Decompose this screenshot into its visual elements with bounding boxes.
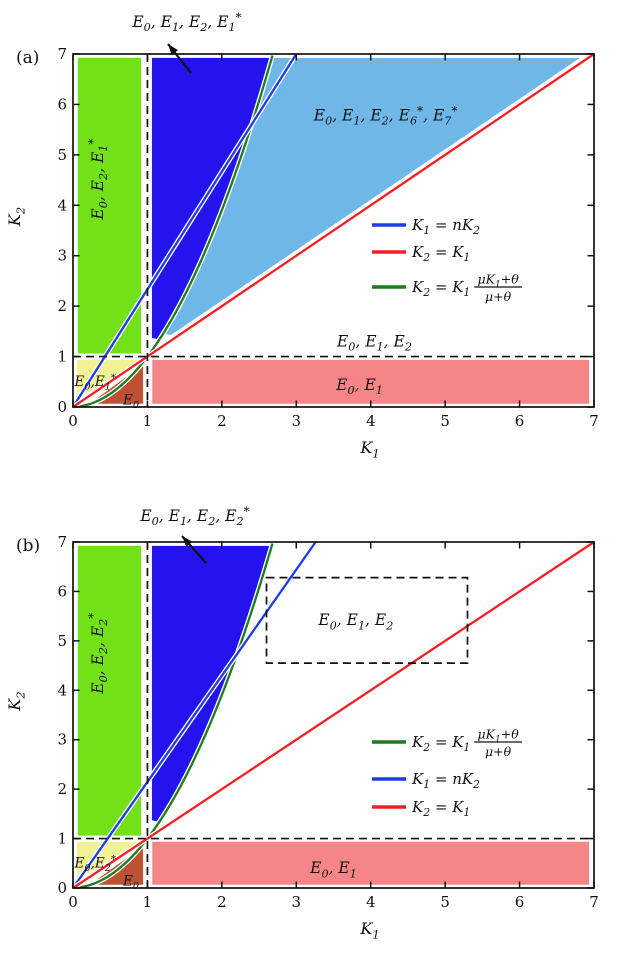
legend-frac-den-green: μ+θ — [485, 744, 512, 759]
region-upper-left-green — [74, 542, 145, 839]
y-tick-label: 5 — [57, 146, 67, 164]
region-unit-lower-brown — [83, 842, 147, 888]
x-tick-label: 1 — [143, 893, 153, 911]
legend-frac-num-green: μK1+θ — [478, 727, 520, 745]
x-tick-label: 3 — [292, 893, 302, 911]
x-axis-label: K1 — [359, 919, 379, 941]
panel-letter: (a) — [16, 48, 39, 68]
legend-label-green: K2 = K1 — [411, 733, 470, 754]
annotation-text: E0, E1, E2, E1* — [131, 10, 241, 34]
annotation-arrowhead — [182, 536, 193, 547]
panel-b-plot: E0, E1, E2 0 1 2 3 4 5 6 7 0 1 2 3 4 5 6 7 K1 K2 (b) E0, E2,… — [5, 504, 599, 941]
legend-frac-den-green: μ+θ — [485, 289, 512, 304]
y-tick-label: 4 — [57, 196, 67, 214]
x-tick-label: 2 — [217, 412, 227, 430]
x-tick-label: 2 — [217, 893, 227, 911]
x-tick-label: 0 — [68, 412, 78, 430]
y-tick-label: 0 — [57, 398, 67, 416]
legend-label-green: K2 = K1 — [411, 278, 470, 299]
region-label-free: E0, E1, E2 — [336, 332, 412, 353]
x-tick-label: 3 — [292, 412, 302, 430]
region-label-bottom-pink: E0, E1 — [335, 376, 383, 397]
region-unit-lower-brown — [83, 360, 147, 407]
region-label-upper-left-green: E0, E2, E2* — [86, 613, 110, 695]
plot-frame — [72, 541, 595, 889]
x-tick-label: 7 — [589, 893, 599, 911]
y-tick-label: 1 — [57, 830, 67, 848]
legend-label-blue: K1 = nK2 — [411, 216, 480, 237]
plot-frame — [72, 53, 595, 408]
x-tick-label: 7 — [589, 412, 599, 430]
panel-a: 0 1 2 3 4 5 6 7 0 1 2 3 4 5 6 7 K1 K2 (a) E0, E2, E1* E0, E1… — [5, 10, 599, 460]
region-label-unit-lower-brown: E0 — [122, 874, 139, 893]
region-label-upper-left-green: E0, E2, E1* — [86, 139, 110, 221]
panel-b: E0, E1, E2 0 1 2 3 4 5 6 7 0 1 2 3 4 5 6 7 K1 K2 (b) E0, E2,… — [0, 477, 630, 953]
x-tick-label: 0 — [68, 893, 78, 911]
dashed-box-label: E0, E1, E2 — [317, 611, 393, 632]
line-blue — [72, 53, 298, 408]
region-bottom-pink — [149, 838, 593, 888]
legend-label-red: K2 = K1 — [411, 243, 470, 264]
y-tick-label: 7 — [57, 45, 67, 63]
panel-letter: (b) — [16, 536, 40, 556]
y-tick-label: 0 — [57, 879, 67, 897]
legend-label-blue: K1 = nK2 — [411, 770, 480, 791]
legend-frac-num-green: μK1+θ — [478, 272, 520, 290]
y-axis-label: K2 — [5, 207, 27, 227]
x-tick-label: 5 — [440, 893, 450, 911]
x-tick-label: 6 — [515, 412, 525, 430]
annotation-text: E0, E1, E2, E2* — [139, 504, 249, 528]
y-tick-label: 6 — [57, 582, 67, 600]
x-tick-label: 1 — [143, 412, 153, 430]
x-tick-label: 6 — [515, 893, 525, 911]
y-tick-label: 6 — [57, 95, 67, 113]
y-tick-label: 5 — [57, 632, 67, 650]
region-label-unit-lower-brown: E0 — [122, 392, 139, 411]
region-bottom-pink — [149, 356, 593, 407]
y-axis-label: K2 — [5, 691, 27, 711]
region-upper-left-green — [74, 54, 145, 357]
y-tick-label: 1 — [57, 348, 67, 366]
panel-a-plot: 0 1 2 3 4 5 6 7 0 1 2 3 4 5 6 7 K1 K2 (a) E0, E2, E1* E0, E1… — [5, 10, 599, 460]
region-label-bottom-pink: E0, E1 — [309, 859, 357, 880]
legend-label-red: K2 = K1 — [411, 798, 470, 819]
y-tick-label: 7 — [57, 533, 67, 551]
line-red — [72, 53, 595, 408]
y-tick-label: 2 — [57, 780, 67, 798]
y-tick-label: 3 — [57, 247, 67, 265]
annotation-arrowhead — [168, 44, 178, 56]
line-red — [72, 541, 595, 889]
x-tick-label: 5 — [440, 412, 450, 430]
line-green — [72, 55, 274, 409]
y-tick-label: 4 — [57, 681, 67, 699]
x-tick-label: 4 — [366, 412, 376, 430]
y-tick-label: 3 — [57, 731, 67, 749]
region-blue-wedge — [148, 542, 274, 825]
x-axis-label: K1 — [359, 438, 379, 460]
y-tick-label: 2 — [57, 297, 67, 315]
region-label-unit-upper-yellow: E0,E1* — [74, 372, 117, 393]
region-label-unit-upper-yellow: E0,E2* — [74, 853, 117, 874]
line-blue — [72, 541, 317, 889]
x-tick-label: 4 — [366, 893, 376, 911]
region-label-sky-wedge: E0, E1, E2, E6*, E7* — [313, 104, 458, 128]
